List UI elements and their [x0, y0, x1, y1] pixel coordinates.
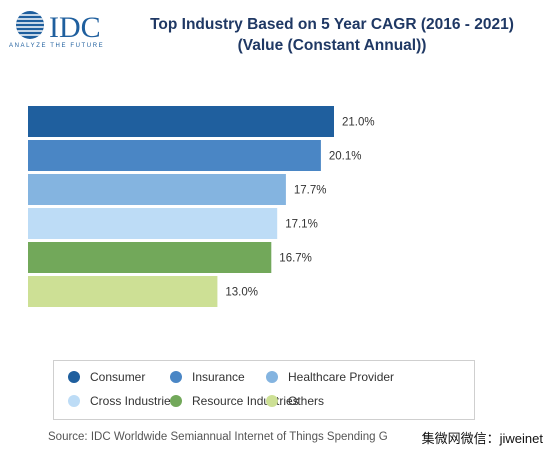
legend-swatch — [68, 395, 80, 407]
logo-tagline: ANALYZE THE FUTURE — [9, 43, 105, 49]
legend-item: Insurance — [170, 370, 245, 384]
bar-consumer — [28, 106, 334, 137]
legend-swatch — [68, 371, 80, 383]
bar-value-label: 20.1% — [329, 151, 362, 163]
bar-others — [28, 276, 218, 307]
legend: Consumer Insurance Healthcare Provider Cros… — [53, 360, 475, 420]
bar-value-label: 17.7% — [294, 185, 327, 197]
legend-item: Others — [266, 394, 324, 408]
legend-label: Consumer — [90, 370, 146, 384]
bar-healthcare-provider — [28, 174, 286, 205]
legend-label: Healthcare Provider — [288, 370, 395, 384]
legend-swatch — [170, 371, 182, 383]
chart-title-line-2: (Value (Constant Annual)) — [237, 37, 427, 54]
bar-value-label: 17.1% — [285, 219, 318, 231]
legend-swatch — [266, 395, 278, 407]
legend-item: Cross Industries — [68, 394, 177, 408]
bar-value-label: 13.0% — [225, 287, 258, 299]
bar-cross-industries — [28, 208, 278, 239]
legend-label: Others — [288, 394, 325, 408]
watermark: 集微网微信：jiweinet — [419, 428, 545, 447]
chart-title: Top Industry Based on 5 Year CAGR (2016 … — [122, 14, 542, 56]
legend-swatch — [170, 395, 182, 407]
bar-value-label: 16.7% — [279, 253, 312, 265]
bar-insurance — [28, 140, 321, 171]
bar-value-label: 21.0% — [342, 117, 375, 129]
source-note: Source: IDC Worldwide Semiannual Interne… — [48, 431, 388, 443]
legend-label: Cross Industries — [90, 394, 177, 408]
bar-resource-industries — [28, 242, 272, 273]
legend-swatch — [266, 371, 278, 383]
chart-title-line-1: Top Industry Based on 5 Year CAGR (2016 … — [150, 16, 514, 33]
logo-wordmark: IDC — [49, 11, 101, 44]
idc-logo: IDC ANALYZE THE FUTURE — [8, 6, 120, 49]
legend-item: Healthcare Provider — [266, 370, 394, 384]
legend-label: Insurance — [192, 370, 245, 384]
legend-item: Consumer — [68, 370, 145, 384]
